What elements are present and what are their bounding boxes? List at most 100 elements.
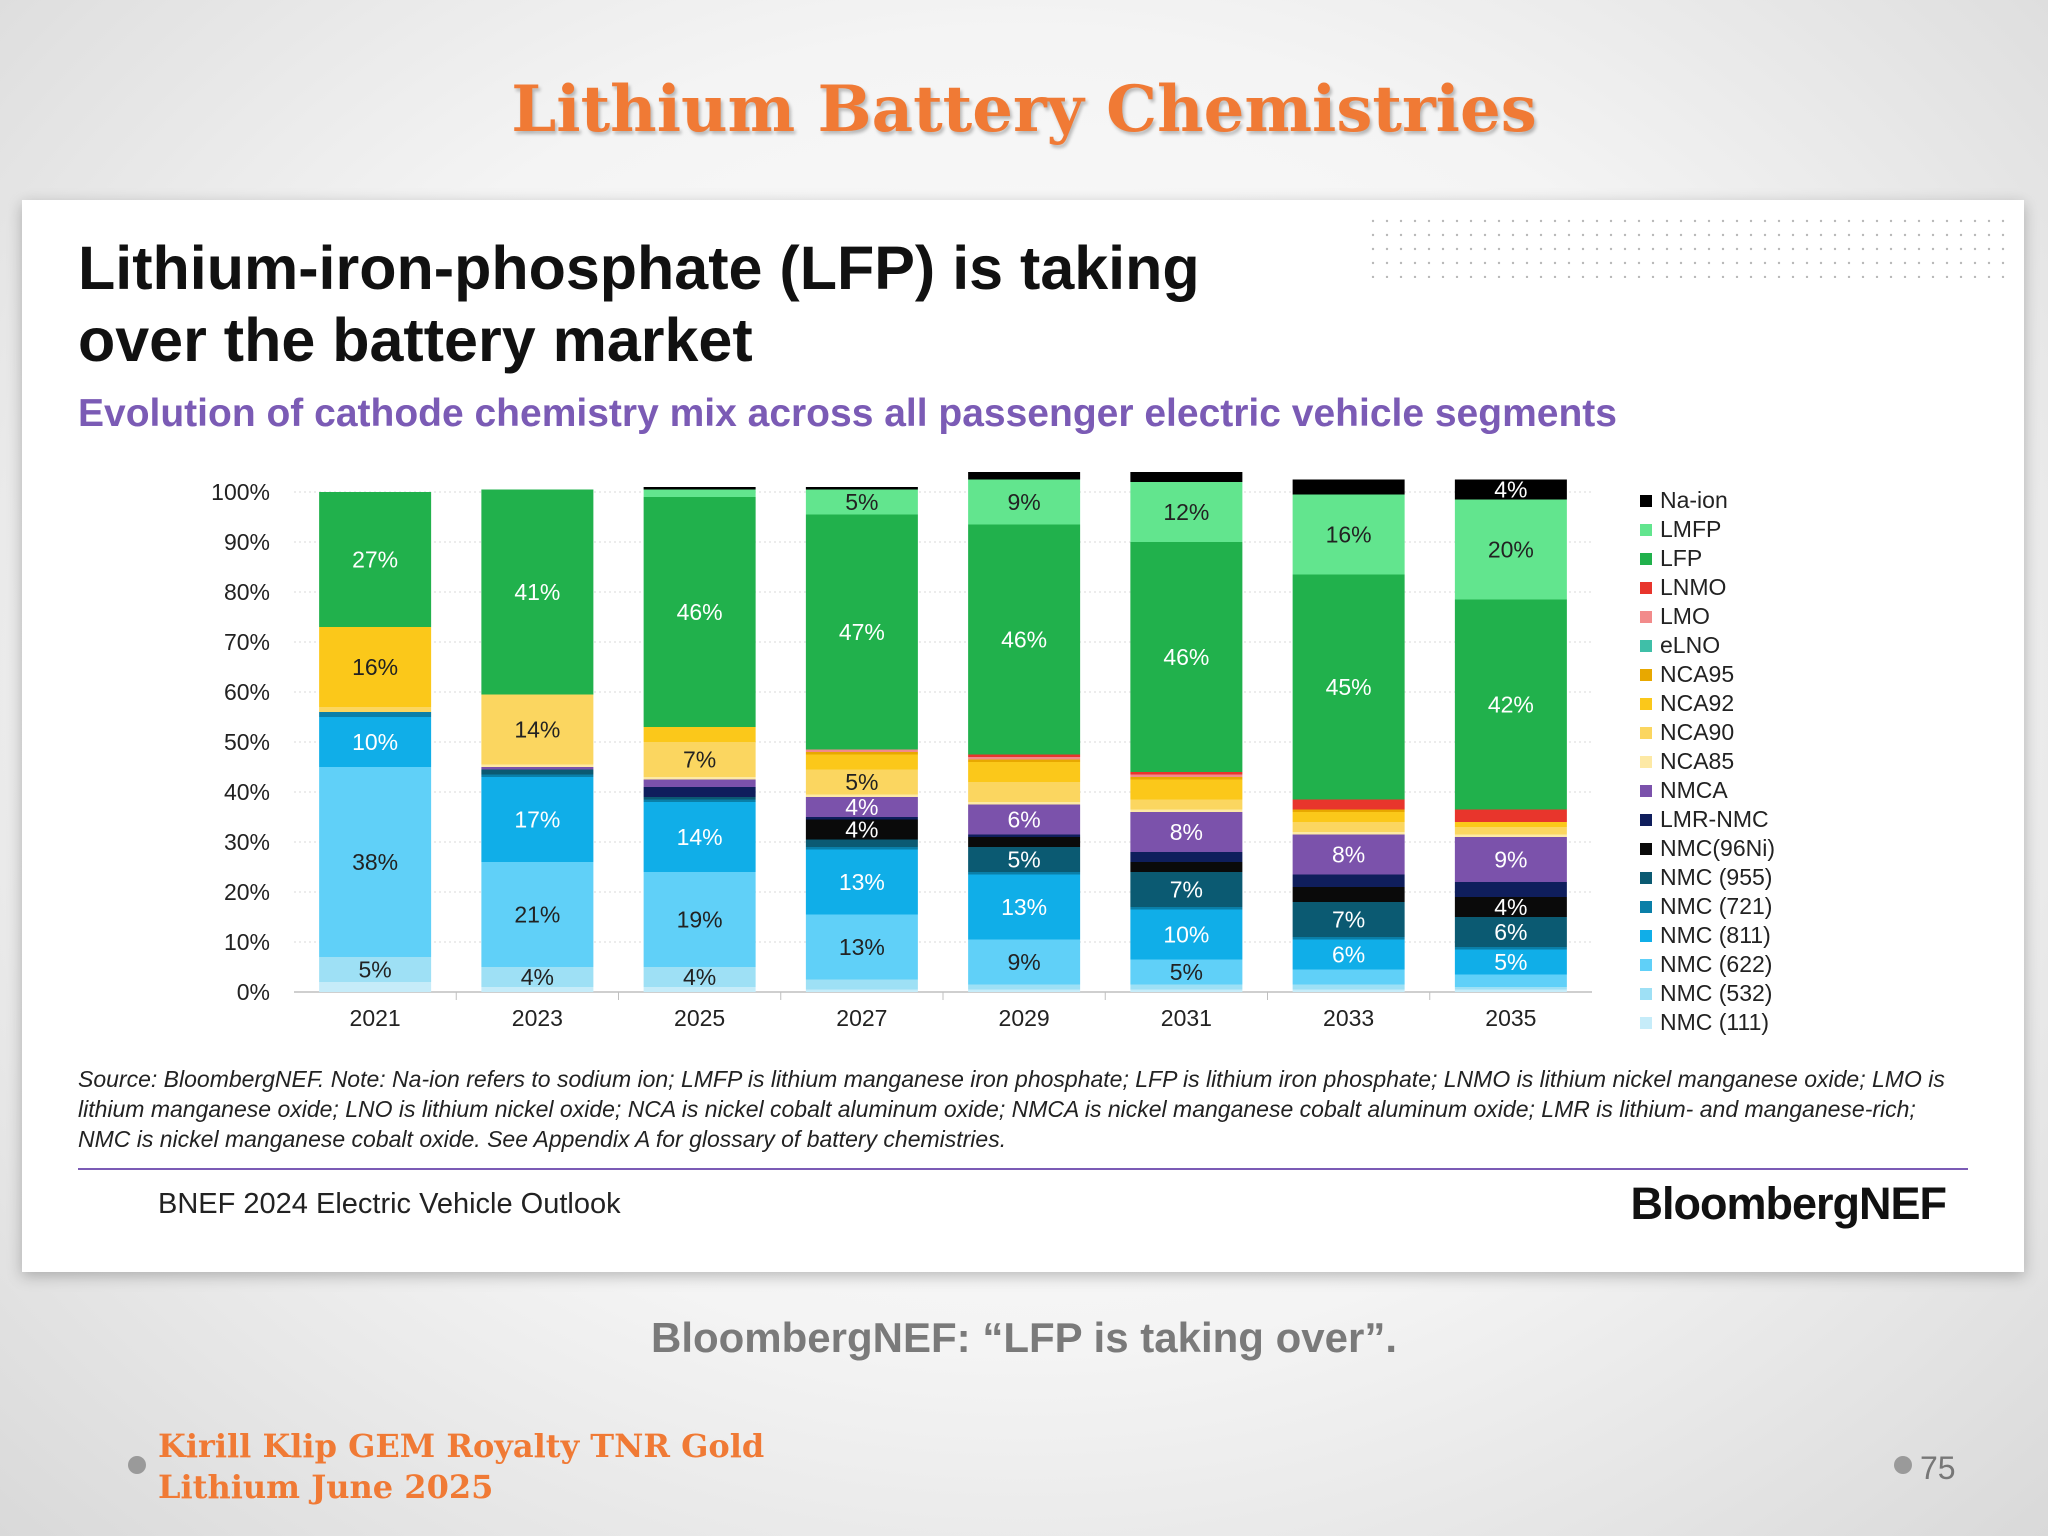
x-tick-label: 2023 (512, 1005, 563, 1031)
bar-value-label: 4% (845, 817, 878, 843)
bar-value-label: 12% (1163, 499, 1209, 525)
bar-segment (968, 479, 1081, 525)
bar-segment (643, 802, 756, 872)
headline-line-2: over the battery market (78, 306, 753, 374)
bar-segment (1454, 987, 1567, 990)
bar-segment (968, 847, 1081, 872)
legend-label: LMR-NMC (1660, 806, 1769, 832)
bar-value-label: 4% (521, 964, 554, 990)
bar-segment (481, 987, 594, 992)
bar-segment (1454, 917, 1567, 947)
bar-value-label: 14% (677, 824, 723, 850)
legend-swatch (1640, 727, 1652, 739)
bar-segment (1292, 969, 1405, 985)
legend-label: NCA92 (1660, 690, 1734, 716)
headline: Lithium-iron-phosphate (LFP) is taking o… (78, 232, 1378, 376)
legend-swatch (1640, 872, 1652, 884)
bar-segment (968, 802, 1081, 805)
y-tick-label: 10% (224, 929, 270, 955)
bar-segment (1454, 949, 1567, 975)
bar-segment (805, 487, 918, 490)
report-name: BNEF 2024 Electric Vehicle Outlook (158, 1188, 621, 1220)
bar-segment (1292, 574, 1405, 800)
bar-segment (1130, 472, 1243, 482)
bar-segment (968, 872, 1081, 875)
bar-segment (805, 817, 918, 820)
bar-segment (1130, 989, 1243, 992)
bar-segment (968, 834, 1081, 837)
bar-value-label: 19% (677, 907, 723, 933)
bar-segment (481, 694, 594, 765)
legend-swatch (1640, 756, 1652, 768)
bar-segment (1454, 599, 1567, 810)
bar-segment (805, 849, 918, 915)
x-tick-label: 2021 (350, 1005, 401, 1031)
bar-segment (1454, 897, 1567, 917)
bar-segment (1130, 984, 1243, 990)
bar-segment (1454, 827, 1567, 835)
legend-swatch (1640, 640, 1652, 652)
bar-segment (805, 749, 918, 752)
bar-segment (643, 872, 756, 967)
footer-line-1: Kirill Klip GEM Royalty TNR Gold (158, 1427, 765, 1465)
bar-segment (968, 804, 1081, 835)
bar-value-label: 21% (514, 902, 560, 928)
bar-value-label: 7% (1170, 877, 1203, 903)
bar-value-label: 16% (352, 654, 398, 680)
legend-label: LMO (1660, 603, 1710, 629)
chart-subtitle: Evolution of cathode chemistry mix acros… (78, 392, 1617, 435)
bar-segment (1130, 852, 1243, 862)
bar-segment (1130, 799, 1243, 810)
bar-segment (1292, 799, 1405, 810)
legend-swatch (1640, 524, 1652, 536)
bar-value-label: 9% (1008, 949, 1041, 975)
legend-swatch (1640, 988, 1652, 1000)
bar-segment (1292, 874, 1405, 887)
bar-segment (1292, 494, 1405, 575)
bar-value-label: 27% (352, 547, 398, 573)
y-tick-label: 50% (224, 729, 270, 755)
y-tick-label: 90% (224, 529, 270, 555)
legend-swatch (1640, 843, 1652, 855)
x-tick-label: 2035 (1485, 1005, 1536, 1031)
bar-segment (805, 754, 918, 770)
legend-label: NMC (721) (1660, 893, 1772, 919)
headline-line-1: Lithium-iron-phosphate (LFP) is taking (78, 234, 1200, 302)
bar-value-label: 5% (845, 769, 878, 795)
legend-swatch (1640, 785, 1652, 797)
bar-segment (1292, 822, 1405, 832)
legend-label: LMFP (1660, 516, 1721, 542)
legend-swatch (1640, 959, 1652, 971)
bar-value-label: 10% (1163, 922, 1209, 948)
bar-value-label: 13% (1001, 894, 1047, 920)
x-tick-label: 2033 (1323, 1005, 1374, 1031)
y-tick-label: 20% (224, 879, 270, 905)
bar-value-label: 4% (683, 964, 716, 990)
decorative-dot-grid (1370, 218, 2010, 278)
bar-value-label: 5% (1008, 847, 1041, 873)
bar-segment (319, 492, 432, 627)
bar-segment (1454, 974, 1567, 987)
bar-segment (805, 489, 918, 515)
bar-segment (1454, 989, 1567, 992)
bar-segment (1454, 834, 1567, 837)
bar-segment (1130, 482, 1243, 542)
bar-value-label: 8% (1170, 819, 1203, 845)
legend-label: NMC (111) (1660, 1009, 1769, 1035)
bar-segment (481, 967, 594, 987)
legend-swatch (1640, 901, 1652, 913)
bar-segment (481, 767, 594, 770)
bar-value-label: 9% (1494, 847, 1527, 873)
bar-segment (1130, 542, 1243, 772)
bar-segment (319, 627, 432, 707)
bar-value-label: 5% (1170, 959, 1203, 985)
bar-segment (643, 779, 756, 787)
x-tick-label: 2029 (999, 1005, 1050, 1031)
legend-label: NMC (955) (1660, 864, 1772, 890)
bar-segment (1292, 989, 1405, 992)
bar-segment (968, 472, 1081, 480)
legend-swatch (1640, 669, 1652, 681)
bar-segment (1130, 809, 1243, 812)
page-number: 75 (1920, 1450, 1956, 1486)
bar-segment (805, 769, 918, 795)
